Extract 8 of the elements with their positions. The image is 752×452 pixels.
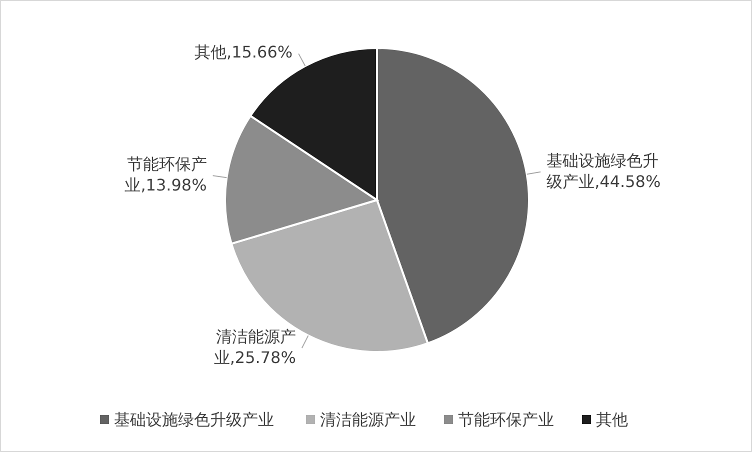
data-label: 清洁能源产业,25.78% bbox=[214, 327, 296, 368]
legend-label: 清洁能源产业 bbox=[320, 410, 416, 429]
data-label: 节能环保产业,13.98% bbox=[124, 154, 207, 195]
data-label: 其他,15.66% bbox=[194, 42, 293, 62]
legend-label: 其他 bbox=[596, 410, 628, 429]
legend-label: 节能环保产业 bbox=[458, 410, 554, 429]
data-label: 基础设施绿色升级产业,44.58% bbox=[546, 150, 661, 191]
legend-label: 基础设施绿色升级产业 bbox=[114, 410, 274, 429]
